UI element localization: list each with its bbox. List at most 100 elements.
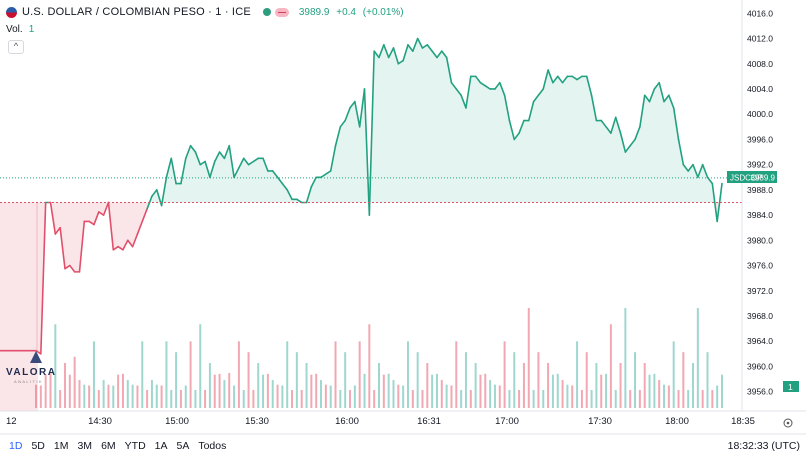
volume-bar [329,385,332,408]
volume-bar [257,363,260,408]
price-segment [494,81,501,90]
volume-bar [141,341,144,408]
x-axis-ticks: 12 14:30 15:00 15:30 16:00 16:31 17:00 17:30 18:… [6,416,755,427]
volume-bar [63,363,66,408]
price-segment [242,157,250,166]
price-segment [441,50,448,59]
volume-bar [194,390,197,408]
symbol-title[interactable]: U.S. DOLLAR / COLOMBIAN PESO · 1 · ICE [22,6,251,18]
area-fill-up [36,38,722,203]
volume-bar [334,341,337,408]
price-segment [426,44,433,52]
volume-bar [532,390,535,408]
volume-bar [54,324,57,408]
price-segment [619,132,627,153]
volume-bar [170,390,173,408]
price-segment [69,264,76,273]
range-button-5d[interactable]: 5D [31,440,45,452]
volume-bar [435,373,438,408]
price-segment [527,100,535,122]
volume-bar [682,352,685,408]
chart-header: U.S. DOLLAR / COLOMBIAN PESO · 1 · ICE 3… [6,3,408,21]
price-segment [78,220,86,273]
quote: 3989.9 +0.4 (+0.01%) [299,7,408,18]
collapse-chevron-icon[interactable]: ^ [8,40,24,54]
x-tick-label: 17:30 [588,416,612,427]
price-segment [286,189,293,201]
volume-bar [547,363,550,408]
price-segment [334,126,342,147]
volume-bar [78,380,81,408]
market-status-pill-icon [274,7,289,17]
price-segment [209,160,216,179]
x-tick-label: 18:00 [665,416,689,427]
x-tick-label: 17:00 [495,416,519,427]
price-segment [518,119,525,134]
volume-bar [609,324,612,408]
price-segment [310,176,317,188]
price-segment [668,94,675,109]
volume-bar [266,373,269,408]
price-segment [126,239,134,248]
volume-bar [382,374,385,408]
price-segment [64,264,71,270]
range-button-ytd[interactable]: YTD [124,440,146,452]
range-button-1a[interactable]: 1A [154,440,168,452]
price-segment [687,163,694,172]
price-segment [576,75,583,81]
price-tag-value: 3989.9 [751,174,776,183]
price-segment [663,94,670,103]
price-segment [151,189,158,197]
price-segment [329,144,337,172]
volume-bar [242,390,245,408]
volume-bar [397,384,400,408]
volume-bar [368,324,371,408]
volume-bar [503,341,506,408]
volume-bar [344,352,347,408]
volume-bar [653,373,656,408]
volume-bar [469,390,472,408]
range-button-1m[interactable]: 1M [53,440,69,452]
volume-bar [431,374,434,408]
x-tick-label: 15:00 [165,416,189,427]
y-tick-label: 3992.0 [747,160,773,170]
volume-bar [208,363,211,408]
price-segment [102,201,110,216]
settings-icon[interactable] [783,418,793,428]
range-button-3m[interactable]: 3M [77,440,93,452]
range-button-1d[interactable]: 1D [9,440,23,452]
y-axis-ticks: 3956.0 3960.0 3964.0 3968.0 3972.0 3976.0 3980… [747,8,773,396]
range-button-todos[interactable]: Todos [198,440,227,452]
volume-bar [711,390,714,408]
volume-bar [445,384,448,408]
y-tick-label: 3960.0 [747,361,773,371]
volume-bar [634,352,637,408]
price-segment [49,201,57,235]
price-segment [170,157,177,185]
volume-bar [324,384,327,408]
volume-bar [426,363,429,408]
price-segment [697,163,704,179]
price-segment [571,75,578,81]
price-segment [320,173,327,179]
range-button-5a[interactable]: 5A [176,440,190,452]
price-segment [498,81,506,97]
volume-bar [489,380,492,408]
volume-bar [513,352,516,408]
x-tick-label: 15:30 [245,416,269,427]
y-tick-label: 3988.0 [747,185,773,195]
volume-bar [450,385,453,408]
price-segment [88,220,95,226]
volume-bar [199,324,202,408]
range-button-6m[interactable]: 6M [101,440,116,452]
volume-bar [102,380,105,408]
price-segment [344,107,351,122]
volume-bar [150,380,153,408]
price-segment [262,157,269,172]
price-segment [117,245,124,251]
price-segment [107,201,115,251]
volume-bar [92,341,95,408]
volume-bar [68,374,71,408]
volume-bar [286,341,289,408]
